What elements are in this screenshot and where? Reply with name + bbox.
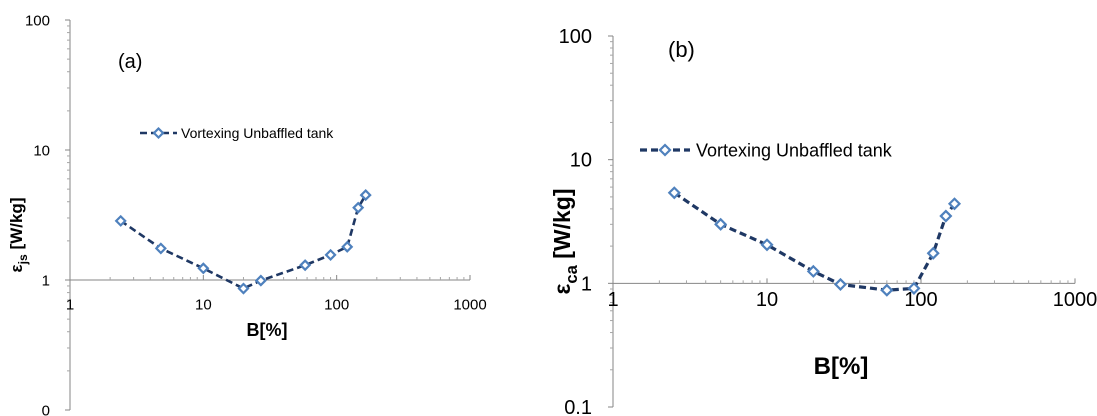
data-point — [880, 283, 894, 297]
data-point — [833, 277, 848, 291]
data-point — [254, 274, 267, 287]
data-point — [806, 264, 820, 278]
y-tick-label: 100 — [559, 26, 592, 48]
legend-label: Vortexing Unbaffled tank — [696, 140, 893, 160]
x-axis-label: B[%] — [247, 320, 288, 340]
y-tick-label: 10 — [570, 150, 592, 172]
data-point — [907, 281, 921, 295]
y-axis-label: εjs [W/kg] — [7, 198, 30, 273]
y-axis-label-unit: [W/kg] — [549, 189, 575, 266]
x-tick-label: 1 — [607, 289, 618, 311]
chart-panel-a: 0 1 10 100 1 10 100 1000 B[%] εjs [W/kg] (a) Vortex… — [7, 12, 487, 416]
y-tick-label: 0 — [42, 402, 50, 416]
panel-label: (a) — [118, 51, 142, 73]
data-point — [359, 189, 372, 202]
data-point — [939, 209, 953, 223]
y-tick-label: 1 — [42, 272, 50, 289]
y-axis-label-unit: [W/kg] — [7, 198, 26, 255]
y-axis-label: εca [W/kg] — [549, 189, 581, 295]
data-point — [760, 238, 774, 252]
data-point — [197, 262, 210, 275]
y-axis-label-subscript: ca — [562, 264, 581, 283]
y-tick-label: 0.1 — [564, 397, 592, 416]
legend-label: Vortexing Unbaffled tank — [181, 125, 334, 141]
y-axis-label-subscript: js — [16, 254, 30, 265]
data-point — [926, 246, 940, 260]
y-tick-label: 1 — [581, 273, 592, 295]
panel-label: (b) — [668, 37, 695, 62]
data-point — [154, 242, 167, 255]
y-tick-label: 10 — [33, 142, 50, 159]
x-tick-label: 1000 — [1053, 289, 1097, 311]
x-axis-label: B[%] — [814, 353, 869, 380]
data-point — [324, 248, 337, 261]
legend-marker — [152, 126, 165, 140]
data-point — [237, 282, 250, 295]
data-point — [714, 217, 728, 231]
series-line — [673, 191, 956, 292]
x-tick-label: 1 — [66, 296, 74, 313]
chart-panel-b: 0.1 1 10 100 1 10 100 1000 B[%] εca [W/kg] (b) Vort… — [549, 26, 1097, 416]
data-point — [667, 186, 681, 200]
data-point — [947, 197, 962, 211]
data-point — [114, 214, 127, 227]
x-tick-label: 10 — [195, 296, 212, 313]
x-tick-label: 10 — [756, 289, 778, 311]
y-axis-label-symbol: ε — [549, 283, 575, 294]
data-point — [341, 240, 354, 253]
x-tick-label: 1000 — [453, 296, 486, 313]
data-point — [352, 201, 365, 214]
series-line — [119, 194, 367, 290]
y-tick-label: 100 — [25, 12, 50, 29]
legend-marker — [658, 143, 672, 157]
x-tick-label: 100 — [324, 296, 349, 313]
x-tick-label: 100 — [904, 289, 937, 311]
y-axis-label-symbol: ε — [7, 264, 26, 272]
data-point — [299, 259, 312, 272]
